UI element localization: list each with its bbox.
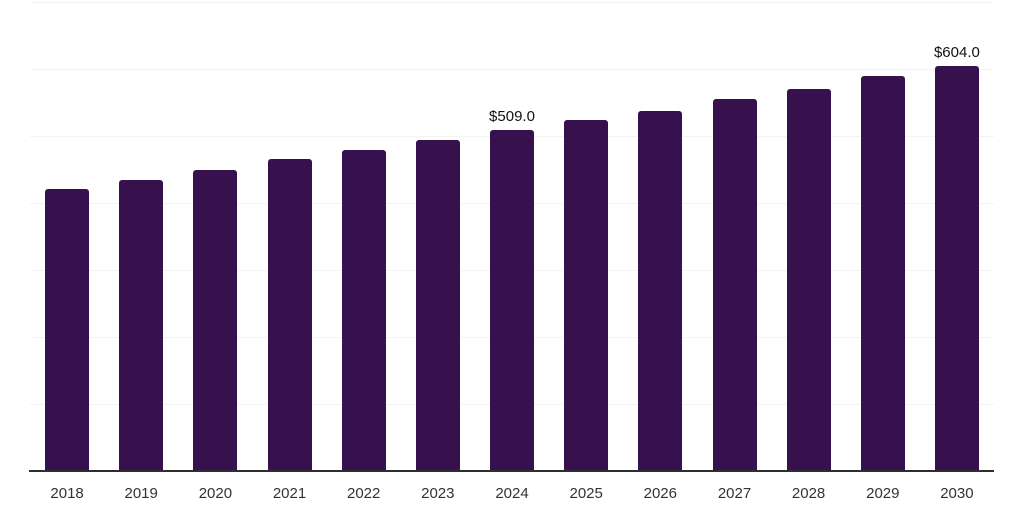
- x-tick-label: 2027: [717, 485, 752, 502]
- x-tick-label: 2024: [495, 485, 529, 502]
- gridline: [30, 69, 994, 70]
- gridline: [30, 2, 994, 3]
- x-tick-label: 2028: [791, 485, 826, 502]
- x-tick-label: 2021: [272, 485, 307, 502]
- x-tick-label: 2029: [866, 485, 900, 502]
- x-tick-label: 2023: [421, 485, 455, 502]
- bar-value-label: $509.0: [489, 108, 535, 125]
- bar-2026[interactable]: [638, 110, 683, 471]
- bar-2020[interactable]: [193, 170, 238, 471]
- bar-2029[interactable]: [860, 76, 905, 471]
- x-tick-label: 2019: [124, 485, 158, 502]
- x-tick-label: 2018: [50, 485, 84, 502]
- bar-2024[interactable]: [490, 130, 534, 471]
- bar-value-label: $604.0: [933, 44, 980, 62]
- bar-2021[interactable]: [267, 159, 312, 471]
- x-axis-line: [29, 469, 994, 472]
- bar-2022[interactable]: [341, 150, 386, 471]
- bar-2019[interactable]: [119, 180, 164, 471]
- x-tick-label: 2026: [643, 485, 677, 502]
- x-tick-label: 2030: [940, 485, 974, 502]
- bar-2027[interactable]: [712, 99, 757, 471]
- bar-2018[interactable]: [45, 188, 90, 471]
- bar-2030[interactable]: [934, 66, 979, 471]
- bar-2023[interactable]: [415, 140, 460, 471]
- x-tick-label: 2020: [198, 485, 233, 502]
- bar-2028[interactable]: [786, 89, 831, 471]
- bar-2025[interactable]: [564, 119, 609, 471]
- x-tick-label: 2022: [347, 485, 381, 502]
- x-tick-label: 2025: [569, 485, 603, 502]
